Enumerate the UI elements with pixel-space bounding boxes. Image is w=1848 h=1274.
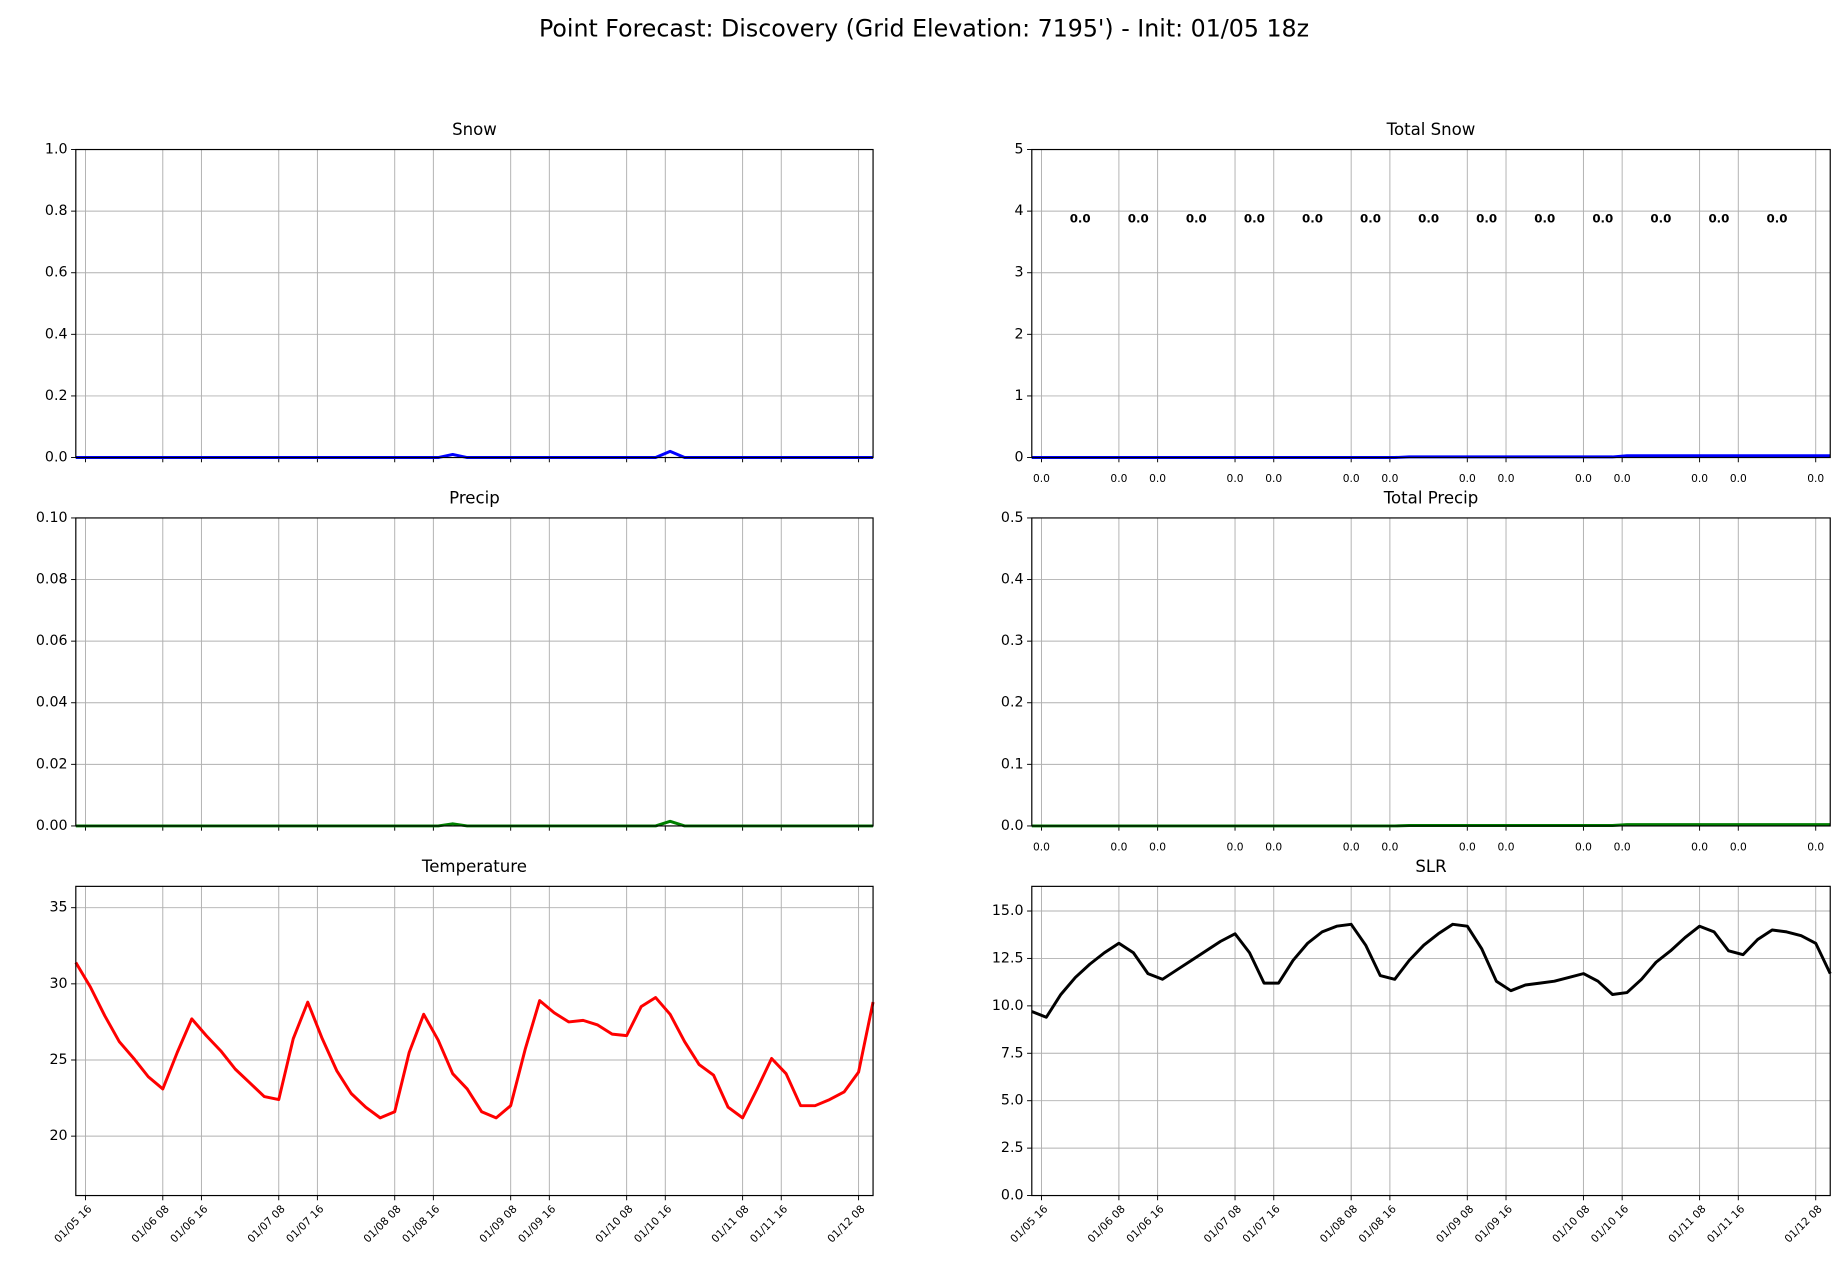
y-tick-label: 7.5 bbox=[1001, 1045, 1024, 1061]
x-tick-label: 0.0 bbox=[1498, 472, 1515, 485]
y-tick-label: 25 bbox=[49, 1052, 67, 1068]
y-tick-label: 0.4 bbox=[1001, 572, 1024, 588]
y-tick-label: 4 bbox=[1014, 203, 1023, 219]
y-tick-label: 0 bbox=[1014, 450, 1023, 466]
x-tick-label: 0.0 bbox=[1691, 472, 1708, 485]
annotation: 0.0 bbox=[1650, 211, 1671, 225]
y-tick-label: 5 bbox=[1014, 142, 1023, 158]
annotation: 0.0 bbox=[1360, 211, 1381, 225]
x-tick-label: 0.0 bbox=[1033, 472, 1050, 485]
panel-title: Total Snow bbox=[1386, 120, 1476, 139]
annotation: 0.0 bbox=[1476, 211, 1497, 225]
plot-frame bbox=[1031, 885, 1831, 1197]
x-tick-label: 0.0 bbox=[1265, 840, 1282, 853]
y-tick-label: 5.0 bbox=[1001, 1093, 1024, 1109]
y-tick-label: 1.0 bbox=[45, 142, 68, 158]
y-tick-label: 0.5 bbox=[1001, 510, 1024, 526]
x-tick-label: 0.0 bbox=[1807, 840, 1824, 853]
x-tick-label: 0.0 bbox=[1381, 472, 1398, 485]
plot-frame bbox=[75, 148, 874, 459]
x-tick-label: 0.0 bbox=[1498, 840, 1515, 853]
y-tick-label: 30 bbox=[49, 976, 67, 992]
data-line bbox=[1031, 922, 1832, 1019]
y-tick-label: 0.6 bbox=[45, 265, 68, 281]
panel-title: Snow bbox=[452, 120, 497, 139]
y-tick-label: 0.2 bbox=[45, 388, 68, 404]
x-tick-label: 0.0 bbox=[1459, 472, 1476, 485]
x-tick-label: 0.0 bbox=[1459, 840, 1476, 853]
x-tick-label: 0.0 bbox=[1381, 840, 1398, 853]
y-tick-label: 0.2 bbox=[1001, 695, 1024, 711]
annotation: 0.0 bbox=[1302, 211, 1323, 225]
panel-title: Total Precip bbox=[1383, 488, 1479, 507]
annotation: 0.0 bbox=[1708, 211, 1729, 225]
y-tick-label: 2 bbox=[1014, 326, 1023, 342]
panel-title: Temperature bbox=[421, 857, 527, 876]
x-tick-label: 0.0 bbox=[1227, 472, 1244, 485]
y-tick-label: 0.3 bbox=[1001, 633, 1024, 649]
y-tick-label: 0.0 bbox=[1001, 818, 1024, 834]
y-tick-label: 35 bbox=[49, 900, 67, 916]
y-tick-label: 10.0 bbox=[992, 998, 1024, 1014]
x-tick-label: 0.0 bbox=[1807, 472, 1824, 485]
annotation: 0.0 bbox=[1186, 211, 1207, 225]
data-line bbox=[74, 961, 875, 1120]
y-tick-label: 0.08 bbox=[36, 572, 68, 588]
x-tick-label: 0.0 bbox=[1265, 472, 1282, 485]
x-tick-label: 0.0 bbox=[1575, 840, 1592, 853]
x-tick-label: 0.0 bbox=[1033, 840, 1050, 853]
x-tick-label: 0.0 bbox=[1149, 472, 1166, 485]
figure-title: Point Forecast: Discovery (Grid Elevatio… bbox=[539, 14, 1309, 42]
x-tick-label: 0.0 bbox=[1730, 840, 1747, 853]
y-tick-label: 0.10 bbox=[36, 510, 68, 526]
y-tick-label: 0.8 bbox=[45, 203, 68, 219]
x-tick-label: 0.0 bbox=[1575, 472, 1592, 485]
x-tick-label: 0.0 bbox=[1110, 472, 1127, 485]
x-tick-label: 0.0 bbox=[1730, 472, 1747, 485]
annotation: 0.0 bbox=[1244, 211, 1265, 225]
y-tick-label: 0.0 bbox=[1001, 1188, 1024, 1204]
x-tick-label: 0.0 bbox=[1614, 840, 1631, 853]
y-tick-label: 3 bbox=[1014, 265, 1023, 281]
y-tick-label: 12.5 bbox=[992, 950, 1024, 966]
x-tick-label: 0.0 bbox=[1149, 840, 1166, 853]
annotation: 0.0 bbox=[1070, 211, 1091, 225]
x-tick-label: 0.0 bbox=[1227, 840, 1244, 853]
y-tick-label: 0.00 bbox=[36, 818, 68, 834]
y-tick-label: 0.02 bbox=[36, 756, 68, 772]
annotation: 0.0 bbox=[1534, 211, 1555, 225]
plot-frame bbox=[75, 885, 874, 1197]
y-tick-label: 0.1 bbox=[1001, 756, 1024, 772]
annotation: 0.0 bbox=[1128, 211, 1149, 225]
y-tick-label: 0.0 bbox=[45, 450, 68, 466]
x-tick-label: 0.0 bbox=[1343, 840, 1360, 853]
x-tick-label: 0.0 bbox=[1343, 472, 1360, 485]
annotation: 0.0 bbox=[1767, 211, 1788, 225]
y-tick-label: 15.0 bbox=[992, 903, 1024, 919]
x-tick-label: 0.0 bbox=[1614, 472, 1631, 485]
plot-frame bbox=[1031, 148, 1831, 459]
annotation: 0.0 bbox=[1418, 211, 1439, 225]
plot-frame bbox=[1031, 517, 1831, 827]
y-tick-label: 0.4 bbox=[45, 326, 68, 342]
x-tick-label: 0.0 bbox=[1110, 840, 1127, 853]
panel-title: Precip bbox=[449, 488, 500, 507]
y-tick-label: 0.06 bbox=[36, 633, 68, 649]
plot-frame bbox=[75, 517, 874, 827]
y-tick-label: 2.5 bbox=[1001, 1140, 1024, 1156]
annotation: 0.0 bbox=[1592, 211, 1613, 225]
y-tick-label: 1 bbox=[1014, 388, 1023, 404]
y-tick-label: 20 bbox=[49, 1128, 67, 1144]
x-tick-label: 0.0 bbox=[1691, 840, 1708, 853]
panel-title: SLR bbox=[1415, 857, 1447, 876]
y-tick-label: 0.04 bbox=[36, 695, 68, 711]
